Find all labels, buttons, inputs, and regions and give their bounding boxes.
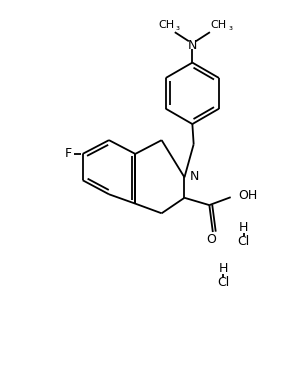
- Text: Cl: Cl: [217, 276, 229, 289]
- Text: N: N: [189, 170, 199, 183]
- Text: H: H: [218, 262, 228, 275]
- Text: CH: CH: [158, 20, 174, 30]
- Text: CH: CH: [211, 20, 227, 30]
- Text: Cl: Cl: [238, 235, 250, 248]
- Text: ₃: ₃: [176, 22, 180, 32]
- Text: O: O: [207, 233, 217, 246]
- Text: ₃: ₃: [228, 22, 232, 32]
- Text: OH: OH: [238, 189, 257, 202]
- Text: F: F: [64, 147, 71, 160]
- Text: H: H: [239, 221, 248, 234]
- Text: N: N: [188, 39, 197, 52]
